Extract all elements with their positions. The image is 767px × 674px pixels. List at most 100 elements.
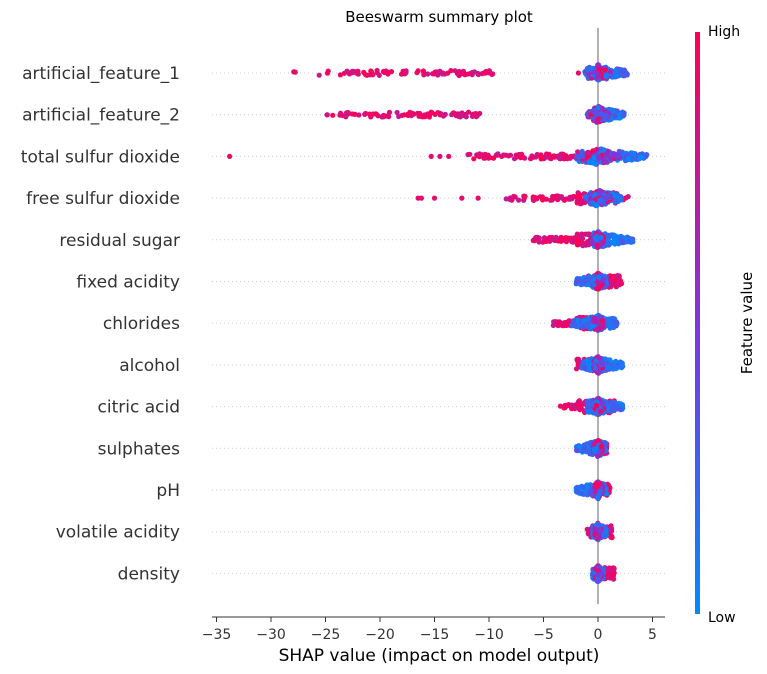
shap-point (448, 68, 454, 74)
shap-point (349, 68, 355, 74)
shap-point (588, 75, 595, 81)
feature-label: total sulfur dioxide (21, 147, 180, 167)
shap-point (602, 67, 608, 73)
feature-label: artificial_feature_2 (22, 106, 180, 126)
shap-point (596, 534, 603, 540)
shap-point (605, 148, 611, 154)
feature-label: residual sugar (59, 231, 180, 251)
shap-point (598, 444, 604, 450)
shap-point (470, 113, 476, 119)
shap-point (585, 231, 591, 237)
shap-point (446, 153, 452, 159)
shap-point (479, 152, 485, 158)
colorbar-title: Feature value (738, 272, 756, 374)
shap-point (605, 364, 611, 370)
shap-point (384, 113, 390, 119)
feature-label: density (118, 564, 180, 584)
shap-point (575, 278, 581, 284)
shap-point (546, 151, 552, 158)
shap-point (585, 409, 592, 415)
shap-point (590, 148, 596, 154)
shap-point (574, 447, 580, 453)
shap-point (579, 231, 586, 237)
shap-point (599, 282, 605, 288)
shap-point (610, 282, 616, 288)
shap-point (344, 68, 350, 74)
shap-point (605, 193, 611, 199)
shap-point (386, 109, 393, 115)
shap-point (595, 521, 601, 527)
shap-point (625, 194, 631, 200)
shap-point (575, 149, 581, 155)
shap-point (617, 115, 624, 121)
shap-point (352, 111, 358, 117)
shap-point (584, 399, 590, 405)
shap-point (607, 69, 614, 75)
shap-point (550, 322, 556, 328)
shap-point (593, 411, 600, 417)
shap-point (581, 240, 587, 247)
shap-point (227, 153, 233, 159)
shap-point (580, 324, 586, 330)
shap-point (521, 197, 527, 203)
feature-label: artificial_feature_1 (22, 64, 180, 84)
shap-point (425, 71, 431, 77)
shap-point (379, 114, 385, 120)
shap-point (583, 276, 590, 282)
shap-point (435, 110, 441, 116)
shap-point (516, 197, 522, 203)
chart-title: Beeswarm summary plot (345, 8, 533, 26)
shap-point (581, 442, 587, 448)
shap-point (595, 495, 601, 501)
shap-point (569, 239, 575, 245)
shap-point (612, 276, 618, 282)
shap-point (595, 572, 602, 578)
shap-point (459, 195, 465, 201)
shap-point (605, 232, 612, 238)
feature-label: free sulfur dioxide (26, 189, 180, 209)
shap-point (363, 110, 369, 117)
feature-labels: artificial_feature_1 artificial_feature_2… (21, 64, 180, 584)
shap-point (587, 449, 593, 455)
shap-point (594, 237, 600, 243)
shap-point (486, 155, 492, 161)
shap-point (573, 366, 580, 372)
shap-point (574, 231, 580, 237)
shap-point (584, 150, 590, 156)
shap-point (611, 406, 618, 412)
shap-point (594, 484, 600, 490)
feature-label: alcohol (119, 356, 180, 376)
shap-point (574, 237, 580, 244)
shap-point (595, 154, 602, 160)
shap-point (403, 68, 409, 74)
shap-point (550, 236, 556, 242)
x-tick-label: −5 (533, 627, 554, 643)
shap-point (620, 238, 626, 245)
shap-point (429, 109, 435, 116)
shap-point (590, 322, 596, 329)
shap-point (501, 152, 507, 158)
x-tick-label: −30 (256, 627, 286, 643)
shap-point (482, 70, 488, 76)
shap-point (554, 154, 560, 160)
shap-point (537, 153, 543, 160)
shap-point (598, 111, 604, 117)
shap-point (603, 74, 609, 80)
colorbar (695, 32, 700, 614)
shap-point (599, 360, 605, 366)
shap-point (543, 238, 549, 244)
shap-point (506, 153, 512, 159)
shap-point (608, 156, 614, 162)
shap-point (417, 110, 423, 117)
shap-point (449, 112, 455, 118)
x-axis-label: SHAP value (impact on model output) (279, 646, 600, 666)
shap-point (593, 445, 600, 451)
shap-point (569, 196, 575, 202)
shap-point (591, 282, 597, 288)
shap-point (489, 71, 495, 77)
shap-point (418, 195, 424, 201)
shap-point (587, 196, 593, 202)
colorbar-low-label: Low (708, 610, 736, 626)
shap-point (579, 281, 586, 287)
shap-point (421, 114, 427, 120)
